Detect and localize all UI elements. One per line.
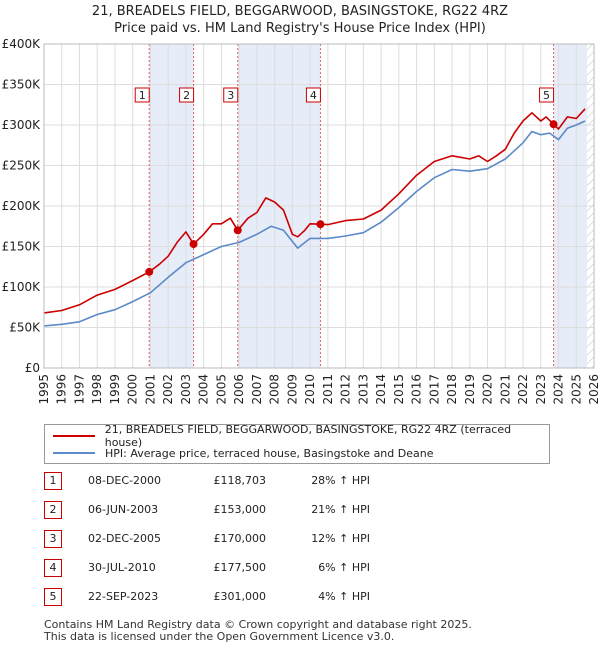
- sale-price: £301,000: [213, 590, 267, 603]
- x-tick-label: 2016: [410, 374, 424, 405]
- x-tick-label: 2013: [356, 374, 370, 405]
- x-tick-label: 2011: [321, 374, 335, 405]
- x-tick-label: 1999: [108, 374, 122, 405]
- x-tick-label: 2007: [250, 374, 264, 405]
- sale-marker-badge: 4: [44, 559, 62, 577]
- x-tick-label: 1995: [37, 374, 51, 405]
- series-line-property: [43, 108, 586, 314]
- x-tick-label: 2023: [534, 374, 548, 405]
- y-tick-label: £0: [25, 361, 40, 375]
- x-tick-label: 1997: [72, 374, 86, 405]
- x-tick-label: 2024: [552, 374, 566, 405]
- x-tick-label: 2001: [143, 374, 157, 405]
- y-tick-label: £400K: [2, 37, 42, 51]
- table-row: 4 30-JUL-2010 £177,500 6% ↑ HPI: [0, 559, 600, 579]
- legend: 21, BREADELS FIELD, BEGGARWOOD, BASINGST…: [44, 423, 550, 464]
- sale-point: [189, 240, 198, 249]
- y-tick-label: £300K: [2, 118, 42, 132]
- title-line-1: 21, BREADELS FIELD, BEGGARWOOD, BASINGST…: [91, 4, 509, 19]
- x-tick-label: 2017: [427, 374, 441, 405]
- x-tick-label: 2008: [268, 374, 282, 405]
- x-tick-label: 2000: [126, 374, 140, 405]
- x-tick-label: 2015: [392, 374, 406, 405]
- table-row: 2 06-JUN-2003 £153,000 21% ↑ HPI: [0, 501, 600, 521]
- copyright-line: Contains HM Land Registry data © Crown c…: [44, 618, 472, 631]
- legend-label-hpi: HPI: Average price, terraced house, Basi…: [105, 446, 434, 460]
- sale-marker-number: 2: [183, 89, 190, 102]
- series-line-hpi: [43, 120, 586, 327]
- sale-marker-box: [179, 87, 195, 103]
- sale-marker-badge: 2: [44, 501, 62, 519]
- sale-date: 30-JUL-2010: [88, 561, 156, 574]
- x-tick-label: 2025: [569, 374, 583, 405]
- x-tick-label: 1996: [55, 374, 69, 405]
- sale-date: 22-SEP-2023: [88, 590, 159, 603]
- y-tick-label: £250K: [2, 159, 42, 173]
- sale-date: 06-JUN-2003: [88, 503, 159, 516]
- sale-marker-badge: 1: [44, 472, 62, 490]
- table-row: 3 02-DEC-2005 £170,000 12% ↑ HPI: [0, 530, 600, 550]
- sale-marker-number: 1: [139, 89, 146, 102]
- sale-hpi-diff: 28% ↑ HPI: [311, 474, 370, 487]
- x-tick-label: 2018: [445, 374, 459, 405]
- sale-price: £177,500: [213, 561, 267, 574]
- sale-point: [233, 226, 242, 235]
- sale-marker-box: [223, 87, 239, 103]
- sale-marker-badge: 3: [44, 530, 62, 548]
- sale-price: £170,000: [213, 532, 267, 545]
- sale-price: £118,703: [213, 474, 267, 487]
- licence-line: This data is licensed under the Open Gov…: [44, 630, 395, 643]
- sale-hpi-diff: 21% ↑ HPI: [311, 503, 370, 516]
- sale-marker-box: [305, 87, 321, 103]
- sale-date: 08-DEC-2000: [88, 474, 162, 487]
- sale-marker-number: 3: [227, 89, 234, 102]
- x-tick-label: 2014: [374, 374, 388, 405]
- sale-point: [549, 120, 558, 129]
- sale-hpi-diff: 12% ↑ HPI: [311, 532, 370, 545]
- sale-point: [316, 220, 325, 229]
- sale-point: [145, 267, 154, 276]
- legend-item-hpi: HPI: Average price, terraced house, Basi…: [53, 445, 433, 461]
- legend-swatch-hpi: [53, 452, 95, 454]
- sale-price: £153,000: [213, 503, 267, 516]
- y-tick-label: £150K: [2, 240, 42, 254]
- x-tick-label: 2003: [179, 374, 193, 405]
- sale-hpi-diff: 6% ↑ HPI: [318, 561, 370, 574]
- x-tick-label: 2005: [214, 374, 228, 405]
- title-line-2: Price paid vs. HM Land Registry's House …: [114, 21, 486, 36]
- y-tick-label: £50K: [9, 321, 41, 335]
- x-tick-label: 2019: [463, 374, 477, 405]
- x-tick-label: 2010: [303, 374, 317, 405]
- x-tick-label: 2006: [232, 374, 246, 405]
- sale-marker-box: [134, 87, 150, 103]
- table-row: 5 22-SEP-2023 £301,000 4% ↑ HPI: [0, 588, 600, 608]
- sale-marker-number: 4: [310, 89, 317, 102]
- x-tick-label: 2026: [587, 374, 600, 405]
- y-tick-label: £350K: [2, 78, 42, 92]
- x-tick-label: 2004: [197, 374, 211, 405]
- legend-swatch-property: [53, 435, 95, 437]
- legend-item-property: 21, BREADELS FIELD, BEGGARWOOD, BASINGST…: [53, 423, 549, 449]
- table-row: 1 08-DEC-2000 £118,703 28% ↑ HPI: [0, 472, 600, 492]
- x-tick-label: 2020: [481, 374, 495, 405]
- footer-notice: Contains HM Land Registry data © Crown c…: [44, 619, 472, 643]
- sale-marker-badge: 5: [44, 588, 62, 606]
- chart-title: 21, BREADELS FIELD, BEGGARWOOD, BASINGST…: [0, 3, 600, 37]
- price-chart: £0 £50K £100K £150K £200K £250K £300K £350K £400…: [2, 37, 600, 405]
- x-tick-label: 2009: [285, 374, 299, 405]
- x-tick-label: 2012: [339, 374, 353, 405]
- x-tick-label: 2002: [161, 374, 175, 405]
- legend-label-property: 21, BREADELS FIELD, BEGGARWOOD, BASINGST…: [104, 423, 512, 449]
- x-tick-label: 2022: [516, 374, 530, 405]
- sale-marker-box: [539, 87, 555, 103]
- x-tick-label: 2021: [498, 374, 512, 405]
- x-tick-label: 1998: [90, 374, 104, 405]
- plot-border: [43, 43, 595, 369]
- y-tick-label: £200K: [2, 199, 42, 213]
- y-tick-label: £100K: [2, 280, 42, 294]
- sale-date: 02-DEC-2005: [88, 532, 162, 545]
- sale-marker-number: 5: [543, 89, 550, 102]
- sale-hpi-diff: 4% ↑ HPI: [318, 590, 370, 603]
